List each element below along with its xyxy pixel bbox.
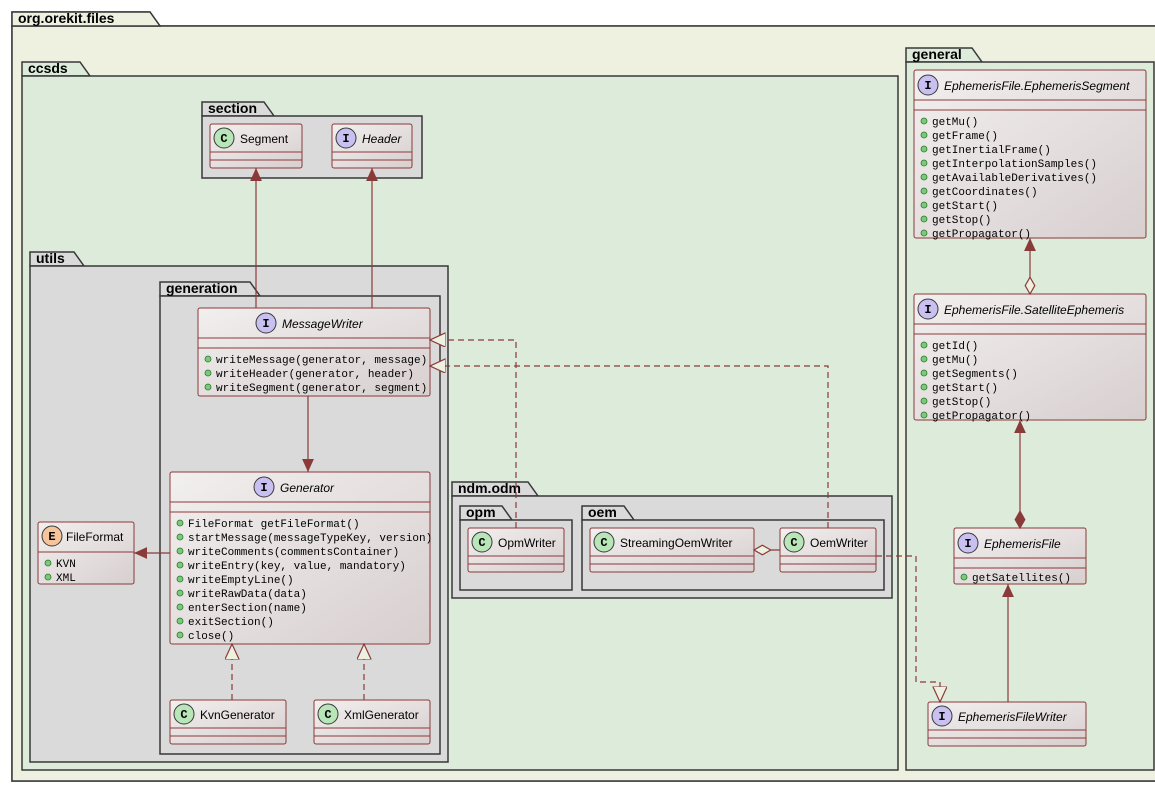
svg-text:getSegments(): getSegments() <box>932 369 1018 381</box>
svg-text:writeEmptyLine(): writeEmptyLine() <box>188 575 294 587</box>
svg-text:C: C <box>324 708 331 722</box>
class-streamingoemwriter: C StreamingOemWriter <box>590 528 754 572</box>
package-ndm-odm-label: ndm.odm <box>458 480 521 496</box>
svg-text:getStart(): getStart() <box>932 201 998 213</box>
svg-text:I: I <box>342 132 349 146</box>
class-generator: I Generator FileFormat getFileFormat() s… <box>170 472 432 644</box>
class-ephseg: I EphemerisFile.EphemerisSegment getMu()… <box>914 70 1146 241</box>
uml-diagram: org.orekit.files ccsds section utils gen… <box>8 8 1155 785</box>
svg-text:getPropagator(): getPropagator() <box>932 411 1031 423</box>
package-opm-label: opm <box>466 504 496 520</box>
svg-text:E: E <box>48 530 55 544</box>
svg-text:I: I <box>938 710 945 724</box>
class-ephfilewriter-name: EphemerisFileWriter <box>958 710 1068 724</box>
class-messagewriter-name: MessageWriter <box>282 317 364 331</box>
svg-text:XML: XML <box>56 573 76 585</box>
package-section-label: section <box>208 100 257 116</box>
class-header: I Header <box>332 124 412 168</box>
svg-text:getCoordinates(): getCoordinates() <box>932 187 1038 199</box>
class-sateph: I EphemerisFile.SatelliteEphemeris getId… <box>914 294 1146 423</box>
svg-text:getStart(): getStart() <box>932 383 998 395</box>
class-header-name: Header <box>362 132 402 146</box>
class-sateph-name: EphemerisFile.SatelliteEphemeris <box>944 303 1124 317</box>
class-messagewriter: I MessageWriter writeMessage(generator, … <box>198 308 430 396</box>
svg-text:I: I <box>964 537 971 551</box>
class-streamingoemwriter-name: StreamingOemWriter <box>620 536 732 550</box>
svg-text:getAvailableDerivatives(): getAvailableDerivatives() <box>932 173 1097 185</box>
class-messagewriter-methods: writeMessage(generator, message) writeHe… <box>205 355 427 395</box>
svg-text:C: C <box>478 536 485 550</box>
package-general-label: general <box>912 46 962 62</box>
svg-text:writeMessage(generator, messag: writeMessage(generator, message) <box>216 355 427 367</box>
class-xmlgenerator-name: XmlGenerator <box>344 708 419 722</box>
package-oem-label: oem <box>588 504 617 520</box>
svg-text:enterSection(name): enterSection(name) <box>188 603 307 615</box>
svg-text:KVN: KVN <box>56 559 76 571</box>
package-root-label: org.orekit.files <box>18 10 115 26</box>
svg-text:FileFormat getFileFormat(): FileFormat getFileFormat() <box>188 519 360 531</box>
class-generator-name: Generator <box>280 481 335 495</box>
package-generation-label: generation <box>166 280 238 296</box>
svg-text:getInterpolationSamples(): getInterpolationSamples() <box>932 159 1097 171</box>
class-ephfile-name: EphemerisFile <box>984 537 1061 551</box>
svg-text:I: I <box>924 79 931 93</box>
svg-text:getPropagator(): getPropagator() <box>932 229 1031 241</box>
svg-text:writeEntry(key, value, mandato: writeEntry(key, value, mandatory) <box>188 561 406 573</box>
class-kvngenerator-name: KvnGenerator <box>200 708 275 722</box>
class-segment-name: Segment <box>240 132 289 146</box>
svg-text:I: I <box>924 303 931 317</box>
svg-text:C: C <box>220 132 227 146</box>
class-ephfilewriter: I EphemerisFileWriter <box>928 702 1086 746</box>
class-opmwriter-name: OpmWriter <box>498 536 556 550</box>
class-oemwriter: C OemWriter <box>780 528 876 572</box>
svg-text:getId(): getId() <box>932 341 978 353</box>
svg-text:writeRawData(data): writeRawData(data) <box>188 589 307 601</box>
svg-text:getFrame(): getFrame() <box>932 131 998 143</box>
class-segment: C Segment <box>210 124 302 168</box>
svg-text:I: I <box>262 317 269 331</box>
svg-text:getSatellites(): getSatellites() <box>972 573 1071 585</box>
svg-text:getStop(): getStop() <box>932 215 991 227</box>
svg-text:writeHeader(generator, header): writeHeader(generator, header) <box>216 369 414 381</box>
svg-text:exitSection(): exitSection() <box>188 617 274 629</box>
svg-text:getMu(): getMu() <box>932 117 978 129</box>
svg-text:getInertialFrame(): getInertialFrame() <box>932 145 1051 157</box>
svg-text:getStop(): getStop() <box>932 397 991 409</box>
package-ccsds-label: ccsds <box>28 60 68 76</box>
svg-text:writeComments(commentsContaine: writeComments(commentsContainer) <box>188 547 399 559</box>
svg-text:C: C <box>790 536 797 550</box>
svg-text:C: C <box>600 536 607 550</box>
svg-text:close(): close() <box>188 631 234 643</box>
svg-text:getMu(): getMu() <box>932 355 978 367</box>
svg-text:I: I <box>260 481 267 495</box>
class-fileformat: E FileFormat KVN XML <box>38 522 134 585</box>
svg-text:C: C <box>180 708 187 722</box>
class-opmwriter: C OpmWriter <box>468 528 564 572</box>
svg-text:writeSegment(generator, segmen: writeSegment(generator, segment) <box>216 383 427 395</box>
class-xmlgenerator: C XmlGenerator <box>314 700 430 744</box>
class-oemwriter-name: OemWriter <box>810 536 868 550</box>
class-kvngenerator: C KvnGenerator <box>170 700 286 744</box>
class-ephseg-name: EphemerisFile.EphemerisSegment <box>944 79 1130 93</box>
class-fileformat-name: FileFormat <box>66 530 124 544</box>
svg-text:startMessage(messageTypeKey, v: startMessage(messageTypeKey, version) <box>188 533 432 545</box>
package-utils-label: utils <box>36 250 65 266</box>
class-ephfile: I EphemerisFile getSatellites() <box>954 528 1086 585</box>
